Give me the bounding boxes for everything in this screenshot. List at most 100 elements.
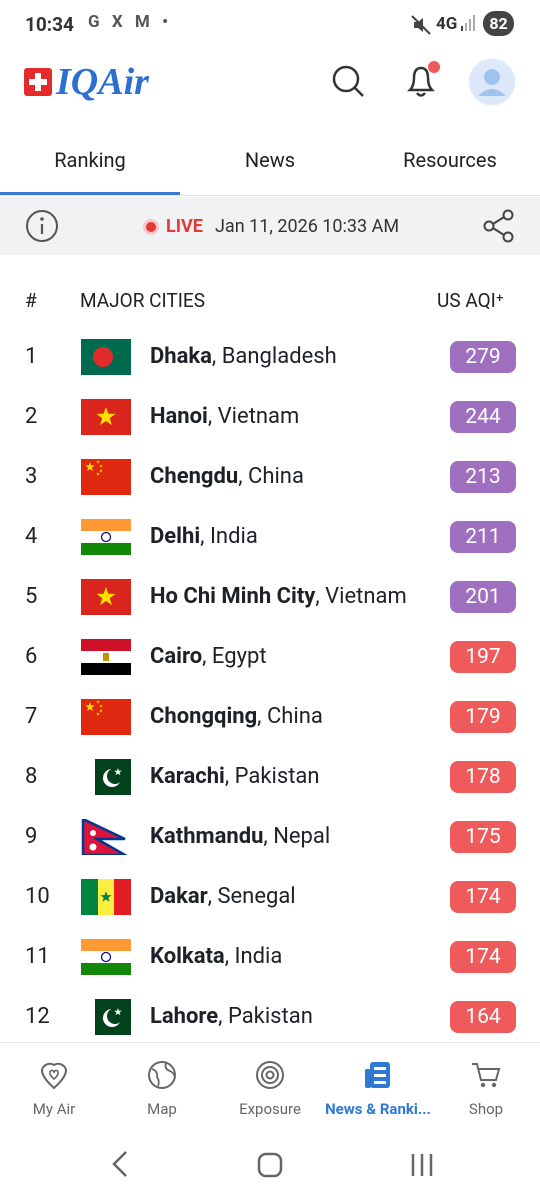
column-header: # bbox=[25, 289, 37, 312]
aqi-badge: 174 bbox=[450, 941, 516, 973]
place: Ho Chi Minh City, Vietnam bbox=[150, 584, 407, 609]
profile-button[interactable] bbox=[468, 58, 516, 106]
timestamp: Jan 11, 2026 10:33 AM bbox=[215, 216, 400, 237]
nav-label: Exposure bbox=[239, 1100, 301, 1118]
back-button[interactable] bbox=[110, 1150, 130, 1178]
flag-icon bbox=[81, 999, 131, 1035]
rank: 7 bbox=[25, 704, 38, 729]
place: Chengdu, China bbox=[150, 464, 304, 489]
city: Hanoi bbox=[150, 404, 208, 429]
rank: 4 bbox=[25, 524, 38, 549]
share-button[interactable] bbox=[482, 209, 516, 243]
nav-item[interactable]: Map bbox=[108, 1043, 216, 1133]
ranking-row[interactable]: 7 Chongqing, China 179 bbox=[0, 687, 540, 747]
ranking-row[interactable]: 3 Chengdu, China 213 bbox=[0, 447, 540, 507]
country: , Pakistan bbox=[224, 764, 320, 789]
city: Cairo bbox=[150, 644, 203, 669]
rank: 9 bbox=[25, 824, 38, 849]
divider bbox=[0, 195, 540, 196]
mute-icon bbox=[411, 15, 431, 35]
ranking-row[interactable]: 11 Kolkata, India 174 bbox=[0, 927, 540, 987]
rank: 6 bbox=[25, 644, 38, 669]
nav-icon bbox=[365, 1062, 390, 1088]
logo[interactable]: IQAir bbox=[56, 61, 149, 103]
system-nav bbox=[0, 1132, 540, 1200]
ranking-row[interactable]: 5 Ho Chi Minh City, Vietnam 201 bbox=[0, 567, 540, 627]
info-button[interactable] bbox=[25, 209, 59, 243]
place: Dhaka, Bangladesh bbox=[150, 344, 337, 369]
notification-icons: G X M • bbox=[88, 12, 173, 32]
notifications-button[interactable] bbox=[400, 58, 444, 102]
city: Dhaka bbox=[150, 344, 212, 369]
rank: 5 bbox=[25, 584, 38, 609]
place: Dakar, Senegal bbox=[150, 884, 296, 909]
flag bbox=[81, 399, 131, 439]
ranking-row[interactable]: 6 Cairo, Egypt 197 bbox=[0, 627, 540, 687]
nav-item[interactable]: My Air bbox=[0, 1043, 108, 1133]
rank: 11 bbox=[25, 944, 50, 969]
home-button[interactable] bbox=[257, 1152, 283, 1178]
time: 10:34 bbox=[25, 13, 74, 36]
country: , Vietnam bbox=[207, 404, 300, 429]
rank: 1 bbox=[25, 344, 38, 369]
flag bbox=[81, 817, 131, 859]
column-header: US AQI⁺ bbox=[437, 289, 504, 312]
place: Hanoi, Vietnam bbox=[150, 404, 299, 429]
ranking-row[interactable]: 8 Karachi, Pakistan 178 bbox=[0, 747, 540, 807]
flag-icon bbox=[81, 699, 131, 735]
rank: 3 bbox=[25, 464, 38, 489]
live-label: LIVE bbox=[166, 216, 203, 237]
recents-button[interactable] bbox=[410, 1152, 434, 1178]
flag bbox=[81, 759, 131, 799]
flag-icon bbox=[81, 459, 131, 495]
nav-label: News & Ranki... bbox=[325, 1100, 431, 1118]
aqi-badge: 175 bbox=[450, 821, 516, 853]
nav-icon bbox=[256, 1061, 284, 1089]
flag bbox=[81, 879, 131, 919]
country: , Nepal bbox=[263, 824, 331, 849]
tab[interactable]: Resources bbox=[403, 148, 497, 172]
nav-item[interactable]: Shop bbox=[432, 1043, 540, 1133]
aqi-badge: 174 bbox=[450, 881, 516, 913]
nav-item[interactable]: News & Ranki... bbox=[324, 1043, 432, 1133]
aqi-badge: 244 bbox=[450, 401, 516, 433]
ranking-row[interactable]: 9 Kathmandu, Nepal 175 bbox=[0, 807, 540, 867]
live-bar: LIVE Jan 11, 2026 10:33 AM bbox=[0, 197, 540, 255]
city: Chengdu bbox=[150, 464, 239, 489]
nav-icon bbox=[472, 1063, 501, 1088]
aqi-badge: 213 bbox=[450, 461, 516, 493]
country: , Senegal bbox=[207, 884, 296, 909]
tab[interactable]: News bbox=[244, 148, 296, 172]
place: Karachi, Pakistan bbox=[150, 764, 320, 789]
search-button[interactable] bbox=[330, 63, 366, 99]
place: Kolkata, India bbox=[150, 944, 282, 969]
ranking-row[interactable]: 10 Dakar, Senegal 174 bbox=[0, 867, 540, 927]
ranking-row[interactable]: 2 Hanoi, Vietnam 244 bbox=[0, 387, 540, 447]
nav-label: My Air bbox=[32, 1100, 76, 1118]
rank: 12 bbox=[25, 1004, 50, 1029]
aqi-badge: 211 bbox=[450, 521, 516, 553]
country: , Egypt bbox=[202, 644, 267, 669]
flag bbox=[81, 519, 131, 559]
flag bbox=[81, 999, 131, 1039]
aqi-badge: 179 bbox=[450, 701, 516, 733]
place: Delhi, India bbox=[150, 524, 258, 549]
country: , Pakistan bbox=[218, 1004, 313, 1029]
city: Kathmandu bbox=[150, 824, 264, 849]
aqi-badge: 197 bbox=[450, 641, 516, 673]
country: , Vietnam bbox=[315, 584, 407, 609]
ranking-row[interactable]: 1 Dhaka, Bangladesh 279 bbox=[0, 327, 540, 387]
place: Chongqing, China bbox=[150, 704, 323, 729]
nav-item[interactable]: Exposure bbox=[216, 1043, 324, 1133]
tab[interactable]: Ranking bbox=[54, 148, 126, 172]
bottom-nav: My Air Map Exposure News & Ranki... Shop bbox=[0, 1042, 540, 1133]
city: Delhi bbox=[150, 524, 201, 549]
rank: 10 bbox=[25, 884, 50, 909]
place: Lahore, Pakistan bbox=[150, 1004, 313, 1029]
ranking-row[interactable]: 12 Lahore, Pakistan 164 bbox=[0, 987, 540, 1047]
flag bbox=[81, 459, 131, 499]
flag-icon bbox=[81, 639, 131, 675]
ranking-row[interactable]: 4 Delhi, India 211 bbox=[0, 507, 540, 567]
nav-label: Map bbox=[147, 1100, 177, 1118]
